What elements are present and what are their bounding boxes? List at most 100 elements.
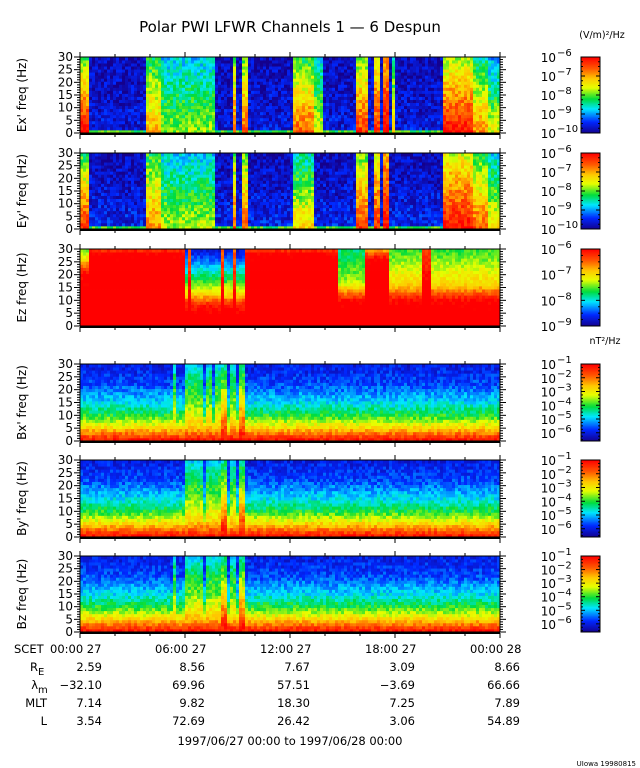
spectrogram-cell bbox=[107, 216, 111, 221]
spectrogram-cell bbox=[107, 156, 111, 160]
spectrogram-cell bbox=[158, 108, 162, 113]
spectrogram-cell bbox=[158, 210, 162, 215]
spectrogram-cell bbox=[458, 123, 462, 128]
spectrogram-cell bbox=[389, 69, 393, 73]
spectrogram-cell bbox=[377, 102, 381, 107]
spectrogram-cell bbox=[194, 192, 198, 196]
spectrogram-cell bbox=[230, 99, 234, 103]
spectrogram-cell bbox=[371, 57, 375, 61]
spectrogram-cell bbox=[137, 195, 141, 199]
spectrogram-cell bbox=[185, 120, 189, 125]
spectrogram-cell bbox=[146, 126, 150, 131]
spectrogram-cell bbox=[308, 99, 312, 103]
spectrogram-cell bbox=[98, 66, 102, 70]
spectrogram-cell bbox=[155, 90, 159, 94]
spectrogram-cell bbox=[278, 69, 282, 73]
spectrogram-cell bbox=[131, 120, 135, 125]
spectrogram-cell bbox=[431, 90, 435, 94]
spectrogram-cell bbox=[212, 156, 216, 160]
spectrogram-cell bbox=[149, 102, 153, 107]
spectrogram-cell bbox=[461, 66, 465, 70]
spectrogram-cell bbox=[191, 60, 195, 64]
spectrogram-cell bbox=[437, 69, 441, 73]
spectrogram-cell bbox=[227, 195, 231, 199]
spectrogram-cell bbox=[380, 57, 384, 61]
spectrogram-cell bbox=[209, 111, 213, 116]
spectrogram-cell bbox=[197, 156, 201, 160]
spectrogram-cell bbox=[254, 108, 258, 113]
spectrogram-cell bbox=[479, 129, 483, 134]
spectrogram-cell bbox=[164, 201, 168, 206]
spectrogram-cell bbox=[146, 123, 150, 128]
spectrogram-cell bbox=[101, 153, 105, 157]
spectrogram-cell bbox=[224, 207, 228, 212]
spectrogram-cell bbox=[143, 195, 147, 199]
spectrogram-cell bbox=[383, 66, 387, 70]
spectrogram-cell bbox=[452, 99, 456, 103]
spectrogram-cell bbox=[161, 180, 165, 184]
spectrogram-cell bbox=[128, 171, 132, 175]
spectrogram-cell bbox=[206, 108, 210, 113]
spectrogram-cell bbox=[293, 96, 297, 100]
spectrogram-cell bbox=[167, 66, 171, 70]
spectrogram-cell bbox=[419, 87, 423, 91]
spectrogram-cell bbox=[176, 213, 180, 218]
spectrogram-cell bbox=[275, 126, 279, 131]
spectrogram-cell bbox=[440, 66, 444, 70]
spectrogram-cell bbox=[335, 102, 339, 107]
spectrogram-cell bbox=[95, 162, 99, 166]
spectrogram-cell bbox=[431, 105, 435, 110]
spectrogram-cell bbox=[188, 180, 192, 184]
spectrogram-cell bbox=[305, 123, 309, 128]
spectrogram-cell bbox=[80, 159, 84, 163]
spectrogram-cell bbox=[278, 57, 282, 61]
spectrogram-cell bbox=[182, 81, 186, 85]
spectrogram-cell bbox=[113, 69, 117, 73]
spectrogram-cell bbox=[164, 180, 168, 184]
spectrogram-cell bbox=[179, 57, 183, 61]
spectrogram-cell bbox=[110, 219, 114, 224]
spectrogram-cell bbox=[305, 60, 309, 64]
spectrogram-cell bbox=[167, 222, 171, 227]
spectrogram-cell bbox=[128, 105, 132, 110]
spectrogram-cell bbox=[119, 111, 123, 116]
spectrogram-cell bbox=[98, 153, 102, 157]
spectrogram-cell bbox=[164, 75, 168, 79]
spectrogram-cell bbox=[131, 219, 135, 224]
spectrogram-cell bbox=[152, 60, 156, 64]
spectrogram-cell bbox=[329, 114, 333, 119]
spectrogram-cell bbox=[116, 105, 120, 110]
spectrogram-cell bbox=[329, 129, 333, 134]
spectrogram-cell bbox=[131, 156, 135, 160]
spectrogram-cell bbox=[194, 186, 198, 190]
spectrogram-cell bbox=[206, 72, 210, 76]
spectrogram-cell bbox=[116, 192, 120, 196]
spectrogram-cell bbox=[242, 120, 246, 125]
spectrogram-cell bbox=[137, 222, 141, 227]
spectrogram-cell bbox=[215, 168, 219, 172]
spectrogram-cell bbox=[89, 174, 93, 178]
spectrogram-cell bbox=[122, 225, 126, 230]
spectrogram-cell bbox=[470, 111, 474, 116]
spectrogram-cell bbox=[383, 126, 387, 131]
spectrogram-cell bbox=[152, 81, 156, 85]
spectrogram-cell bbox=[227, 219, 231, 224]
spectrogram-cell bbox=[167, 198, 171, 203]
spectrogram-cell bbox=[278, 63, 282, 67]
spectrogram-cell bbox=[392, 60, 396, 64]
spectrogram-cell bbox=[161, 189, 165, 193]
spectrogram-cell bbox=[467, 78, 471, 82]
spectrogram-cell bbox=[140, 108, 144, 113]
spectrogram-cell bbox=[383, 63, 387, 67]
spectrogram-cell bbox=[116, 87, 120, 91]
spectrogram-cell bbox=[353, 111, 357, 116]
spectrogram-cell bbox=[194, 60, 198, 64]
spectrogram-cell bbox=[404, 75, 408, 79]
spectrogram-cell bbox=[269, 75, 273, 79]
colorbar-swatch bbox=[581, 59, 600, 62]
spectrogram-cell bbox=[200, 192, 204, 196]
spectrogram-cell bbox=[200, 174, 204, 178]
spectrogram-cell bbox=[401, 90, 405, 94]
spectrogram-cell bbox=[461, 120, 465, 125]
